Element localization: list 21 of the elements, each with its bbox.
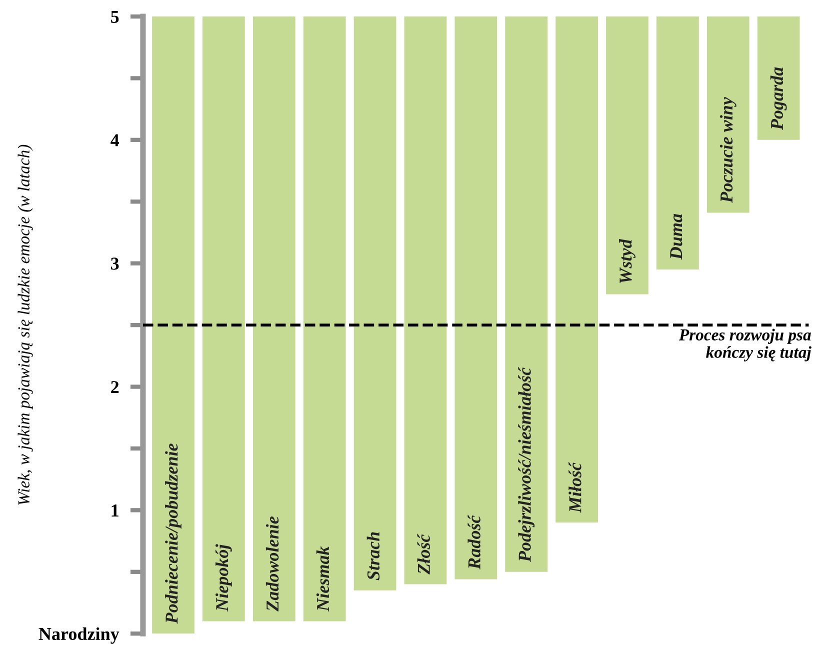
x-tick-label: Duma xyxy=(670,214,682,260)
y-tick-label: 3 xyxy=(111,258,119,270)
y-tick-label: 4 xyxy=(110,134,120,146)
x-tick-label: Niepokój xyxy=(215,544,232,612)
x-tick-label: Zadowolenie xyxy=(266,516,279,612)
x-tick-label: Złość xyxy=(417,534,430,574)
x-tick-label: Poczucie winy xyxy=(720,97,736,203)
x-tick-label: Podniecenie/pobudzenie xyxy=(165,444,182,624)
y-tick-label: 2 xyxy=(111,381,119,394)
x-tick-label: Niesmak xyxy=(316,546,330,612)
y-tick-label: Narodziny xyxy=(38,627,120,644)
x-tick-label: Pogarda xyxy=(770,67,787,130)
y-axis-title: Wiek, w jakim pojawiają się ludzkie emocje (w latach) xyxy=(18,144,33,505)
y-tick-label: 1 xyxy=(112,504,118,516)
ref-line-label: Proces rozwoju psa kończy się tutaj xyxy=(678,328,812,362)
y-tick-label: 5 xyxy=(111,10,119,23)
x-tick-label: Podejrzliwość/nieśmiałość xyxy=(518,366,535,562)
x-tick-label: Strach xyxy=(366,532,380,580)
x-tick-label: Wstyd xyxy=(619,238,636,284)
x-tick-label: Miłość xyxy=(568,462,582,513)
x-tick-label: Radość xyxy=(468,514,480,570)
